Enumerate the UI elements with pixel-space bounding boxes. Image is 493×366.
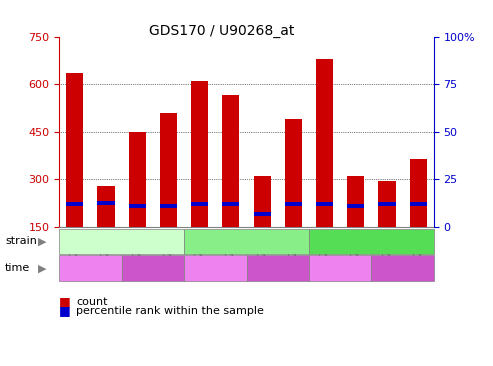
Text: 0 hour: 0 hour [322,263,358,273]
Bar [316,59,333,227]
Bar [66,202,83,206]
Bar [410,202,427,206]
Text: p53 -/+: p53 -/+ [226,236,267,246]
Bar [129,204,146,208]
Bar [379,202,395,206]
Text: time: time [5,263,30,273]
Text: ▶: ▶ [37,236,46,246]
Bar [191,202,208,206]
Bar [98,201,114,205]
Text: ▶: ▶ [37,263,46,273]
Bar [222,95,240,227]
Bar [379,181,395,227]
Bar [285,119,302,227]
Bar [222,202,240,206]
Bar [253,176,271,227]
Text: count: count [76,296,108,307]
Bar [98,186,114,227]
Text: percentile rank within the sample: percentile rank within the sample [76,306,264,316]
Bar [316,202,333,206]
Text: 0 hour: 0 hour [197,263,233,273]
Text: ■: ■ [59,295,71,308]
Text: p53 +/+: p53 +/+ [348,236,395,246]
Text: GDS170 / U90268_at: GDS170 / U90268_at [149,24,294,38]
Bar [347,204,364,208]
Bar [347,176,364,227]
Bar [160,113,177,227]
Bar [285,202,302,206]
Bar [66,73,83,227]
Text: 12 hour: 12 hour [131,263,175,273]
Bar [410,159,427,227]
Bar [160,204,177,208]
Bar [129,132,146,227]
Text: 0 hour: 0 hour [72,263,108,273]
Text: 12 hour: 12 hour [381,263,424,273]
Text: 12 hour: 12 hour [256,263,299,273]
Text: p53 -/-: p53 -/- [104,236,140,246]
Text: ■: ■ [59,304,71,317]
Bar [191,81,208,227]
Bar [253,212,271,216]
Text: strain: strain [5,236,37,246]
